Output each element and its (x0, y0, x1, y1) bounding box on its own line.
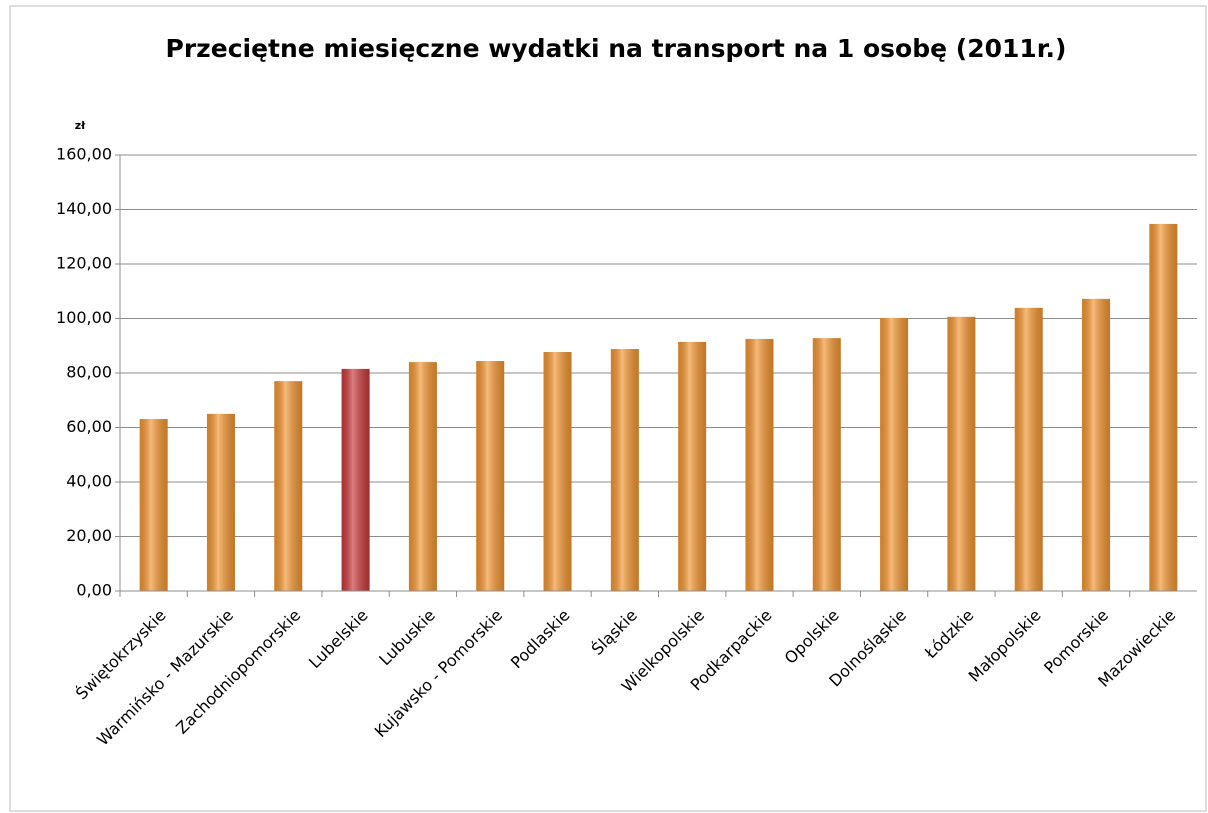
y-tick-label: 120,00 (56, 254, 112, 273)
bar-shine (206, 413, 235, 591)
bar-shine (139, 419, 168, 591)
bar-shine (1014, 307, 1043, 591)
bar-shine (610, 349, 639, 591)
x-tick-label: Lubelskie (305, 606, 372, 673)
bar-shine (812, 338, 841, 591)
y-tick-label: 100,00 (56, 308, 112, 327)
x-tick-label: Podlaskie (507, 606, 574, 673)
y-tick-label: 60,00 (66, 417, 112, 436)
y-tick-label: 140,00 (56, 199, 112, 218)
y-tick-label: 20,00 (66, 526, 112, 545)
bar-shine (678, 341, 707, 591)
chart-frame (9, 5, 1207, 812)
bar-shine (1149, 223, 1178, 591)
bar-shine (476, 361, 505, 591)
bar-shine (947, 316, 976, 591)
x-tick-label: Kujawsko - Pomorskie (371, 606, 507, 742)
x-tick-label: Zachodniopomorskie (172, 606, 304, 738)
x-tick-label: Opolskie (781, 606, 843, 668)
y-tick-label: 40,00 (66, 472, 112, 491)
x-tick-label: Łódzkie (920, 606, 977, 663)
bar-shine (274, 381, 303, 591)
y-tick-label: 0,00 (76, 581, 112, 600)
bar-shine (408, 362, 437, 591)
bar-shine (543, 352, 572, 591)
y-axis-label: zł (75, 119, 86, 132)
bar-shine (1082, 298, 1111, 591)
x-tick-label: Lubuskie (375, 606, 439, 670)
x-tick-label: Pomorskie (1040, 606, 1112, 678)
y-tick-label: 160,00 (56, 145, 112, 164)
bar-shine (745, 338, 774, 591)
x-tick-label: Śląskie (588, 606, 641, 659)
y-tick-label: 80,00 (66, 363, 112, 382)
x-tick-label: Warmińsko - Mazurskie (93, 606, 237, 750)
bar-shine (341, 368, 370, 591)
chart-title: Przeciętne miesięczne wydatki na transpo… (166, 34, 1067, 63)
bar-shine (880, 317, 909, 591)
x-tick-label: Małopolskie (965, 606, 1045, 686)
